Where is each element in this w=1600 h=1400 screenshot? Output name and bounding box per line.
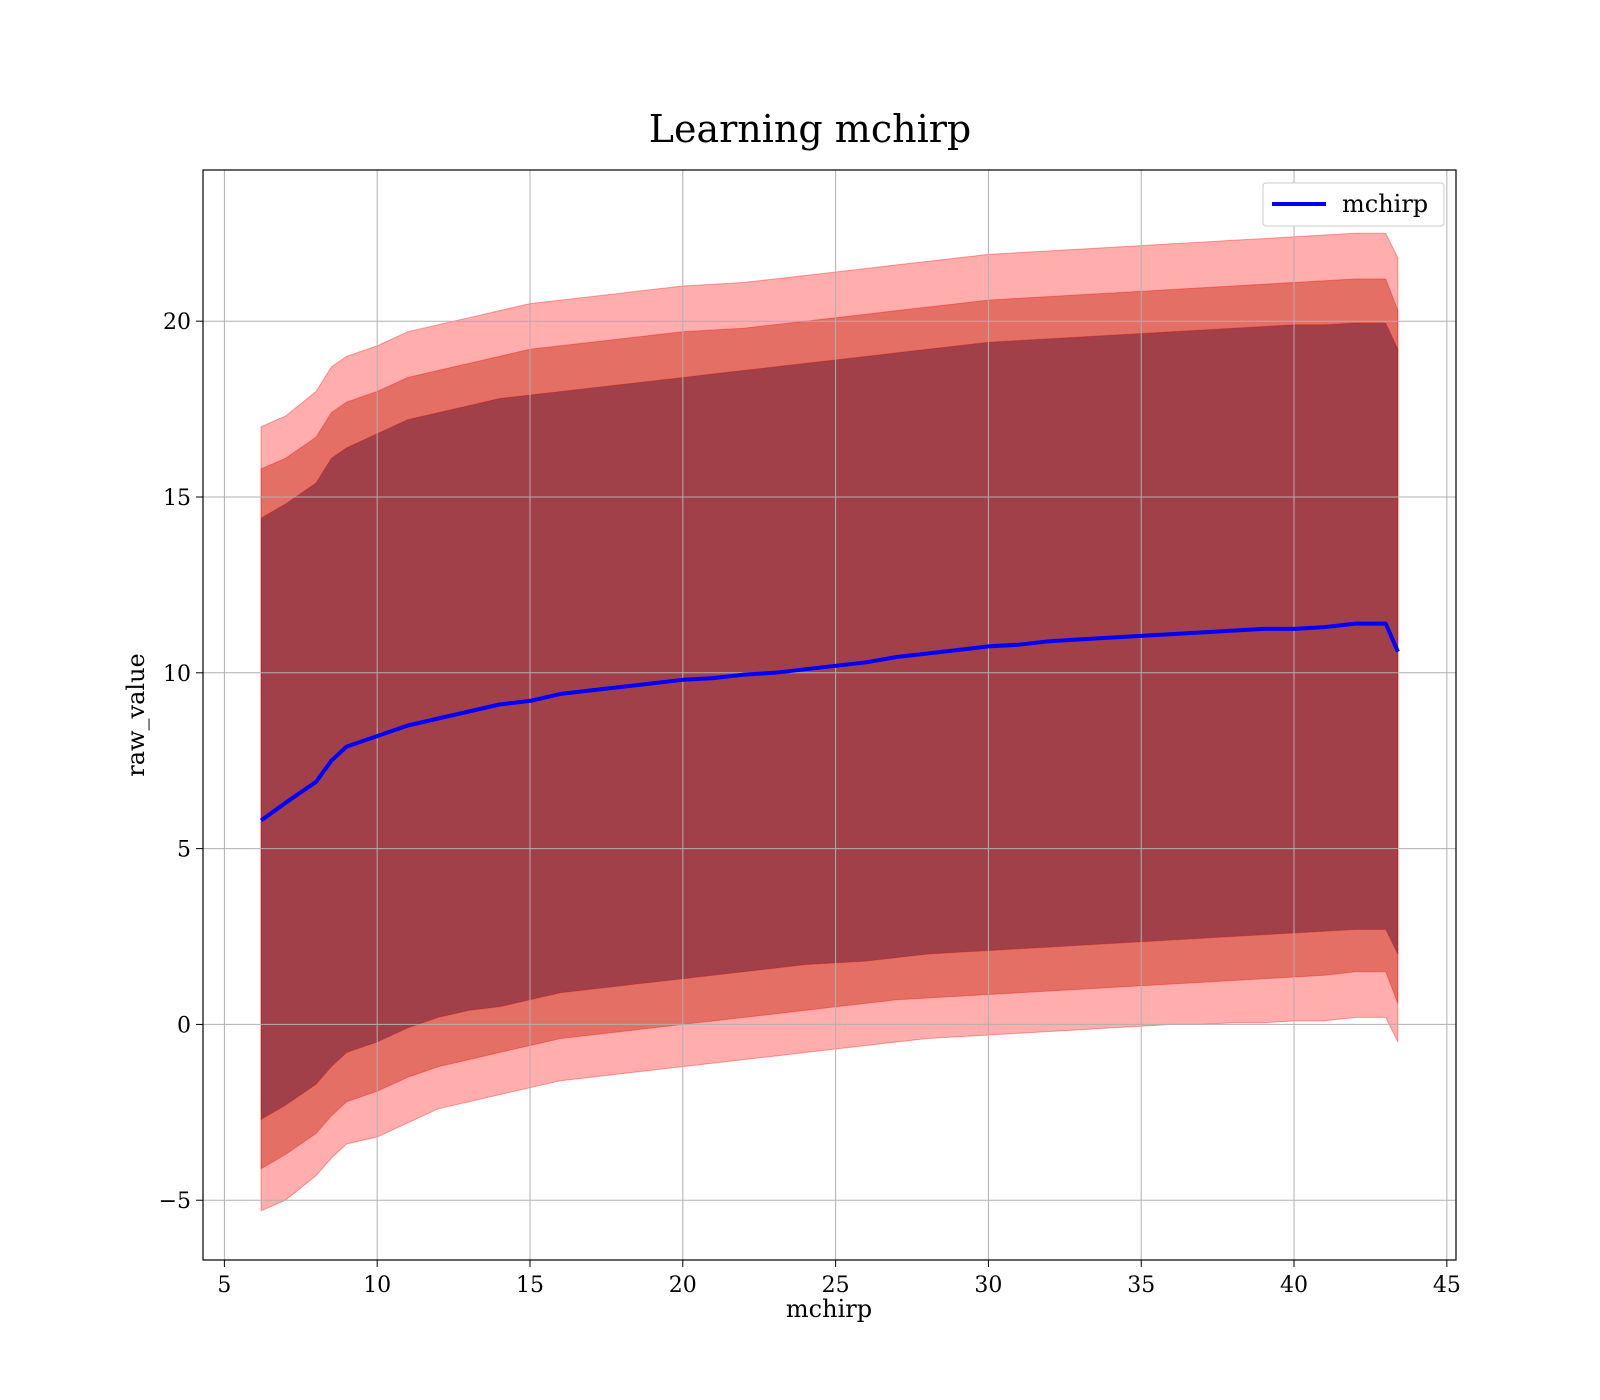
x-tick-label-35: 35 xyxy=(1127,1273,1155,1298)
y-tick-label-0: 0 xyxy=(177,1013,191,1038)
series-line-mchirp xyxy=(259,621,1400,823)
y-axis-ticks: −5 0 5 10 15 20 xyxy=(159,310,203,1214)
band-2 xyxy=(260,278,1399,1170)
band-mid-tint xyxy=(261,279,1398,1169)
band-1 xyxy=(260,232,1399,1212)
legend-label-mchirp: mchirp xyxy=(1342,190,1428,218)
confidence-bands xyxy=(260,232,1399,1212)
series-layer xyxy=(259,621,1400,823)
band-inner-tint xyxy=(261,323,1398,1120)
x-tick-label-15: 15 xyxy=(516,1273,544,1298)
y-tick-label-20: 20 xyxy=(163,310,191,335)
y-tick-label--5: −5 xyxy=(159,1189,191,1214)
x-tick-label-25: 25 xyxy=(822,1273,850,1298)
x-tick-label-10: 10 xyxy=(363,1273,391,1298)
plot-frame xyxy=(202,169,1457,1261)
x-tick-label-30: 30 xyxy=(974,1273,1002,1298)
x-axis-ticks: 5 10 15 20 25 30 35 40 45 xyxy=(217,1260,1461,1298)
band-3 xyxy=(260,322,1399,1121)
y-tick-label-5: 5 xyxy=(177,838,191,863)
x-tick-label-20: 20 xyxy=(669,1273,697,1298)
legend: mchirp xyxy=(1262,182,1445,227)
grid-lines xyxy=(203,170,1456,1260)
x-tick-label-40: 40 xyxy=(1280,1273,1308,1298)
y-tick-label-15: 15 xyxy=(163,486,191,511)
chart-title: Learning mchirp xyxy=(649,107,971,151)
x-axis-label: mchirp xyxy=(786,1295,872,1323)
x-tick-label-45: 45 xyxy=(1433,1273,1461,1298)
y-tick-label-10: 10 xyxy=(163,662,191,687)
y-axis-label: raw_value xyxy=(122,653,150,777)
legend-box xyxy=(1262,182,1445,227)
x-tick-label-5: 5 xyxy=(217,1273,231,1298)
